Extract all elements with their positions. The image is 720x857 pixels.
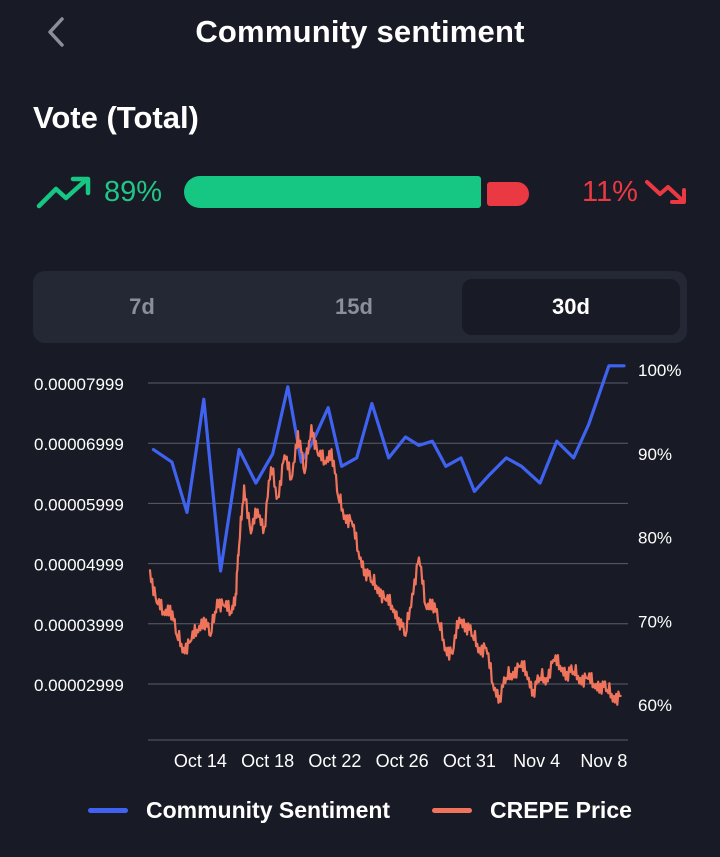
y-left-tick-label: 0.00002999	[34, 676, 124, 695]
legend-label-price: CREPE Price	[490, 796, 632, 823]
y-left-tick-label: 0.00004999	[34, 556, 124, 575]
y-left-tick-label: 0.00007999	[34, 375, 124, 394]
x-tick-label: Oct 14	[174, 751, 227, 771]
back-button[interactable]	[36, 12, 76, 52]
header: Community sentiment	[0, 0, 720, 64]
legend-swatch-sentiment	[88, 807, 128, 813]
y-right-tick-label: 100%	[638, 361, 681, 380]
y-left-tick-label: 0.00005999	[34, 495, 124, 514]
tab-30d[interactable]: 30d	[462, 279, 680, 335]
x-tick-label: Oct 26	[376, 751, 429, 771]
y-right-tick-label: 90%	[638, 445, 672, 464]
chart-legend: Community Sentiment CREPE Price	[0, 790, 720, 830]
vote-bar-row: 89% 11%	[0, 168, 720, 218]
chevron-left-icon	[48, 17, 64, 47]
bullish-percentage: 89%	[104, 176, 163, 208]
legend-item-price: CREPE Price	[432, 790, 632, 830]
x-tick-label: Nov 8	[580, 751, 627, 771]
legend-item-sentiment: Community Sentiment	[88, 790, 390, 830]
y-right-tick-label: 80%	[638, 529, 672, 548]
x-tick-label: Oct 31	[443, 751, 496, 771]
trending-up-icon	[36, 176, 91, 209]
y-right-tick-label: 60%	[638, 696, 672, 715]
legend-swatch-price	[432, 807, 472, 813]
sentiment-line	[151, 364, 626, 573]
vote-section-title: Vote (Total)	[33, 100, 199, 135]
trending-down-icon	[645, 180, 686, 204]
y-left-tick-label: 0.00006999	[34, 435, 124, 454]
y-right-tick-label: 70%	[638, 612, 672, 631]
period-tabs: 7d 15d 30d	[33, 271, 687, 343]
tab-15d[interactable]: 15d	[335, 294, 373, 319]
y-left-tick-label: 0.00003999	[34, 616, 124, 635]
price-line	[148, 423, 622, 706]
legend-label-sentiment: Community Sentiment	[146, 796, 391, 823]
sentiment-price-chart: 0.00007999 0.00006999 0.00005999 0.00004999…	[34, 361, 681, 771]
x-tick-label: Oct 18	[241, 751, 294, 771]
page-title: Community sentiment	[195, 14, 525, 49]
bearish-bar	[487, 182, 529, 206]
bullish-bar	[184, 176, 481, 208]
x-tick-label: Oct 22	[308, 751, 361, 771]
bearish-percentage: 11%	[582, 176, 638, 208]
x-tick-label: Nov 4	[513, 751, 560, 771]
tab-7d[interactable]: 7d	[129, 294, 155, 319]
